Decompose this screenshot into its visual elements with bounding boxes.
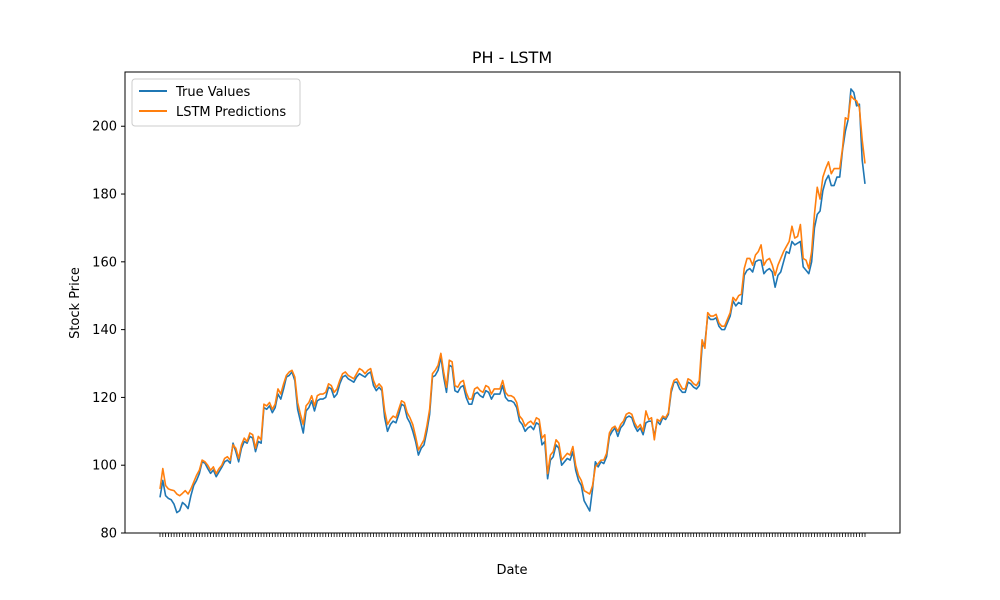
lstm-predictions-line: [159, 94, 866, 497]
y-tick-label: 140: [92, 323, 117, 338]
y-tick-label: 80: [100, 527, 117, 542]
legend-true-values-label: True Values: [175, 85, 250, 100]
plot-area: [124, 71, 901, 534]
y-tick-label: 200: [92, 120, 117, 135]
plot-frame: [124, 71, 901, 534]
y-axis: 80 100 120 140 160 180 200: [92, 120, 125, 542]
y-tick-label: 100: [92, 459, 117, 474]
chart-title: PH - LSTM: [472, 48, 552, 67]
y-tick-label: 120: [92, 391, 117, 406]
y-axis-label: Stock Price: [68, 267, 83, 339]
x-axis-label: Date: [496, 563, 527, 578]
x-axis: [159, 533, 866, 537]
y-tick-label: 180: [92, 188, 117, 203]
legend-box: [131, 78, 301, 127]
series-layer: [159, 88, 866, 514]
legend-lstm-predictions-label: LSTM Predictions: [176, 105, 286, 120]
y-tick-label: 160: [92, 255, 117, 270]
true-values-line: [159, 88, 866, 514]
legend: True Values LSTM Predictions: [131, 78, 301, 127]
